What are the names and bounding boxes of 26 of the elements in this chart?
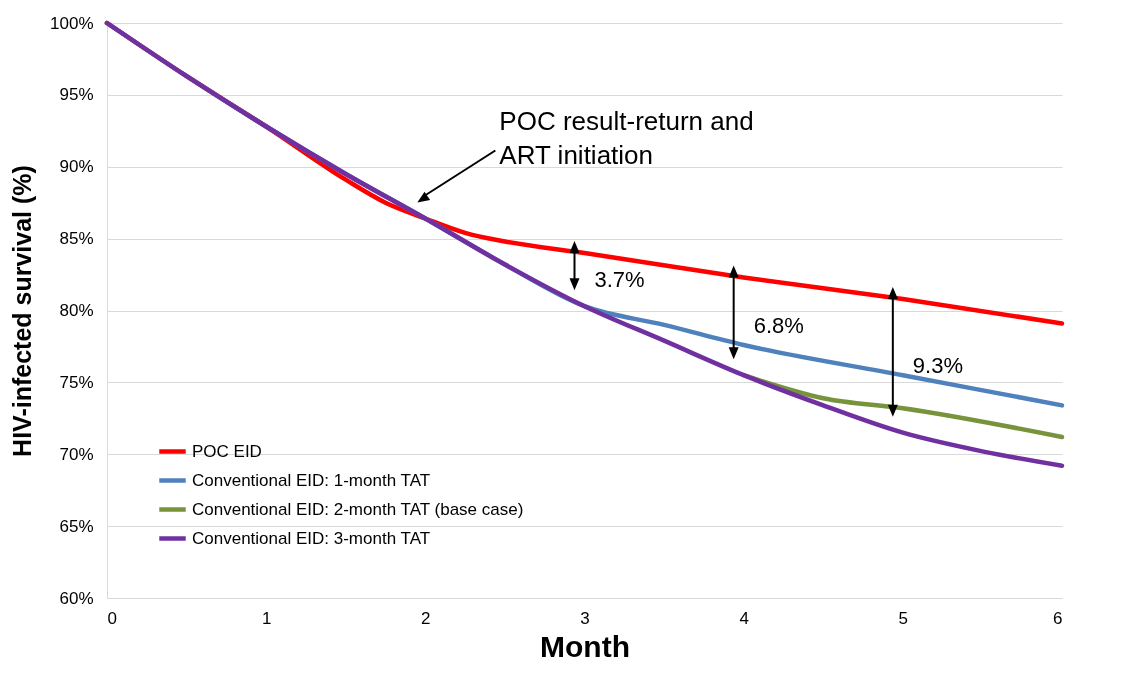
legend-label: Conventional EID: 1-month TAT xyxy=(192,470,431,490)
annotation: 3.7% xyxy=(594,266,645,292)
x-tick-label: 1 xyxy=(261,608,272,628)
x-tick-label: 6 xyxy=(1053,608,1063,628)
y-tick-label: 95% xyxy=(59,85,94,105)
y-tick-label: 75% xyxy=(59,372,94,392)
x-tick-label: 2 xyxy=(421,608,431,628)
annotation: 9.3% xyxy=(912,352,963,378)
x-tick-label: 4 xyxy=(739,608,749,628)
annotation: POC result-return and ART initiation xyxy=(499,105,754,170)
x-tick-label: 5 xyxy=(898,608,909,628)
x-tick-label: 0 xyxy=(107,608,117,628)
legend-label: Conventional EID: 3-month TAT xyxy=(192,528,431,548)
x-axis-title: Month xyxy=(540,629,630,663)
y-tick-label: 100% xyxy=(50,13,94,33)
legend-label: Conventional EID: 2-month TAT (base case) xyxy=(192,499,524,519)
y-tick-label: 90% xyxy=(59,157,94,177)
y-tick-label: 85% xyxy=(59,229,94,249)
x-tick-label: 3 xyxy=(580,608,590,628)
y-tick-label: 65% xyxy=(59,516,94,536)
legend-label: POC EID xyxy=(192,441,262,461)
y-tick-label: 70% xyxy=(59,444,94,464)
y-tick-label: 80% xyxy=(59,301,94,320)
y-axis-title: HIV-infected survival (%) xyxy=(8,165,37,457)
y-tick-label: 60% xyxy=(59,588,94,608)
annotation: 6.8% xyxy=(753,313,804,339)
